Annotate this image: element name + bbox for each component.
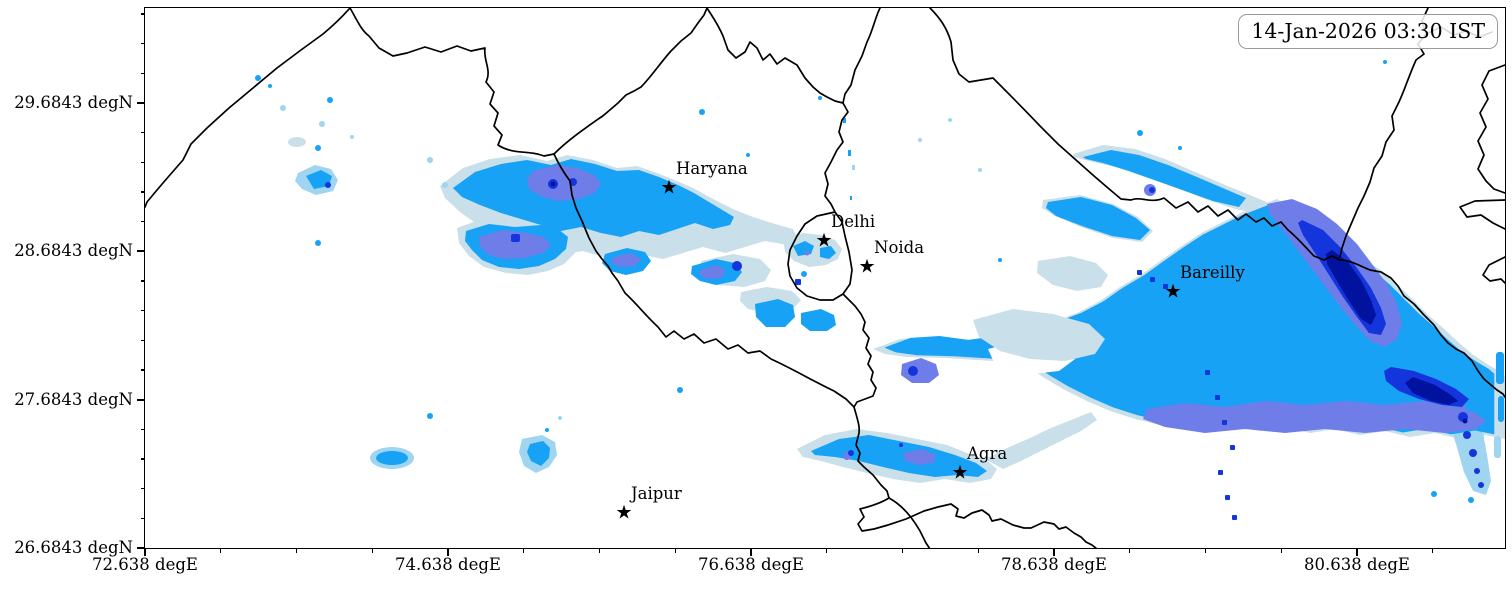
tick-mark [137, 102, 145, 104]
y-tick-label: 27.6843 degN [14, 390, 133, 409]
city-label: Agra [967, 444, 1008, 463]
tick-mark [140, 132, 145, 134]
tick-mark [140, 161, 145, 163]
tick-mark [137, 250, 145, 253]
tick-mark [977, 548, 979, 553]
tick-mark [140, 488, 145, 490]
map-plot-area: ★ Haryana ★ Delhi ★ Noida ★ Bareilly ★ A… [144, 7, 1506, 549]
tick-mark [140, 310, 145, 312]
city-label: Bareilly [1180, 263, 1245, 282]
tick-mark [140, 280, 145, 282]
tick-mark [295, 548, 298, 553]
tick-mark [137, 547, 145, 549]
tick-mark [1432, 548, 1434, 553]
tick-mark [220, 548, 222, 553]
tick-mark [140, 72, 145, 74]
tick-mark [140, 517, 145, 519]
tick-mark [371, 548, 373, 553]
city-label: Jaipur [631, 484, 682, 503]
tick-mark [140, 458, 145, 460]
tick-mark [140, 369, 145, 371]
tick-mark [674, 548, 676, 553]
precip-level6-shapes [550, 181, 1468, 424]
tick-mark [901, 548, 904, 553]
y-tick-label: 26.6843 degN [14, 538, 133, 557]
boundary-lines [145, 8, 1505, 548]
city-label: Haryana [676, 159, 748, 178]
tick-mark [1356, 548, 1358, 556]
tick-mark [144, 548, 146, 556]
tick-mark [598, 548, 601, 553]
tick-mark [1129, 548, 1131, 553]
x-tick-label: 72.638 degE [92, 555, 198, 574]
y-tick-label: 28.6843 degN [14, 241, 133, 260]
x-tick-label: 74.638 degE [395, 555, 501, 574]
timestamp-text: 14-Jan-2026 03:30 IST [1251, 19, 1485, 43]
tick-mark [140, 43, 145, 45]
star-icon: ★ [660, 176, 678, 199]
star-icon: ★ [858, 255, 876, 278]
city-label: Noida [874, 238, 925, 257]
tick-mark [140, 13, 145, 15]
tick-mark [140, 339, 145, 341]
tick-mark [826, 548, 828, 553]
tick-mark [1053, 548, 1055, 556]
y-tick-label: 29.6843 degN [14, 93, 133, 112]
x-tick-label: 78.638 degE [1001, 555, 1107, 574]
x-tick-label: 80.638 degE [1304, 555, 1410, 574]
star-icon: ★ [815, 229, 833, 252]
tick-mark [1204, 548, 1207, 553]
tick-mark [447, 548, 449, 556]
star-icon: ★ [951, 461, 969, 484]
tick-mark [140, 221, 145, 223]
map-canvas [145, 8, 1505, 548]
tick-mark [140, 191, 145, 193]
precip-gaps [973, 309, 1105, 375]
star-icon: ★ [1164, 280, 1182, 303]
tick-mark [137, 398, 145, 401]
star-icon: ★ [615, 501, 633, 524]
city-label: Delhi [831, 212, 876, 231]
tick-mark [750, 548, 752, 556]
tick-mark [1280, 548, 1282, 553]
x-tick-label: 76.638 degE [698, 555, 804, 574]
tick-mark [140, 428, 145, 430]
timestamp-badge: 14-Jan-2026 03:30 IST [1238, 14, 1498, 49]
tick-mark [523, 548, 525, 553]
